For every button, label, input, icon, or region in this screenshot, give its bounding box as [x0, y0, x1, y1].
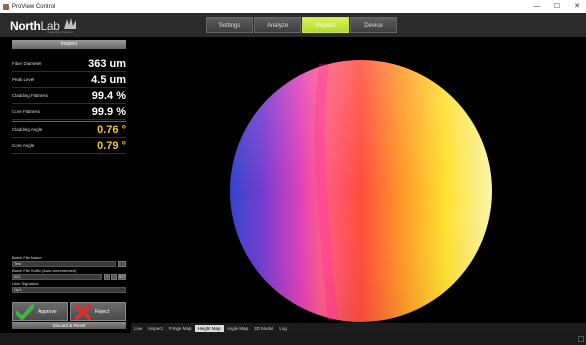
- status-indicator: [578, 336, 584, 342]
- measurement-core-flatness: Core Flatness 99.9 %: [12, 104, 126, 120]
- check-icon: [16, 303, 34, 320]
- view-tab-live[interactable]: Live: [134, 325, 143, 331]
- tab-inspect[interactable]: Inspect: [302, 17, 349, 33]
- x-icon: [75, 303, 91, 320]
- brand-subtitle: Inspection Systems: [47, 30, 74, 34]
- measurement-label: Core Flatness: [12, 109, 41, 114]
- close-button[interactable]: ✕: [574, 3, 580, 10]
- suffix-increment-button[interactable]: +: [104, 274, 110, 280]
- app-icon: [3, 3, 9, 10]
- view-tab-log[interactable]: Log: [279, 325, 287, 331]
- batch-file-name-input[interactable]: Test: [12, 261, 116, 267]
- batch-file-name-label: Batch File Name: [12, 255, 42, 260]
- view-tab-angle-map[interactable]: Angle Map: [226, 325, 249, 331]
- measurement-label: Cladding Flatness: [12, 93, 49, 98]
- tab-device[interactable]: Device: [350, 17, 397, 33]
- batch-suffix-input[interactable]: 001: [12, 274, 102, 280]
- suffix-decrement-button[interactable]: -: [111, 274, 117, 280]
- tab-analyze[interactable]: Analyze: [254, 17, 301, 33]
- brand-name-light: Lab: [40, 19, 60, 33]
- batch-suffix-label: Batch File Suffix (Auto-Incremented): [12, 268, 77, 273]
- measurement-core-angle: Core Angle 0.79 °: [12, 138, 126, 154]
- measurement-value: 0.79 °: [97, 139, 126, 152]
- measurement-label: Core Angle: [12, 143, 35, 148]
- fiber-height-map: [230, 60, 492, 322]
- minimize-button[interactable]: —: [533, 3, 541, 10]
- view-tab-inspect[interactable]: Inspect: [148, 325, 163, 331]
- suffix-set-button[interactable]: SET: [118, 274, 126, 280]
- status-bar: [0, 333, 586, 345]
- user-signature-label: User Signature: [12, 281, 39, 286]
- measurement-value: 99.9 %: [91, 105, 126, 118]
- reject-label: Reject: [95, 308, 110, 315]
- brand-logo: North Lab Inspection Systems: [10, 17, 77, 34]
- reject-button[interactable]: Reject: [70, 302, 126, 321]
- maximize-button[interactable]: ☐: [553, 3, 561, 10]
- measurement-value: 0.76 °: [97, 123, 126, 136]
- approve-label: Approve: [38, 308, 57, 315]
- divider: [12, 121, 126, 122]
- measurement-value: 4.5 um: [91, 73, 126, 86]
- view-tab-fringe-map[interactable]: Fringe Map: [168, 325, 192, 331]
- batch-file-browse-button[interactable]: [118, 261, 126, 267]
- measurement-peak-level: Peak Level 4.5 um: [12, 72, 126, 88]
- approve-button[interactable]: Approve: [12, 302, 68, 321]
- panel-header: Inspect: [12, 40, 126, 49]
- window-title: ProView Control: [12, 3, 56, 10]
- measurement-cladding-flatness: Cladding Flatness 99.4 %: [12, 88, 126, 104]
- measurement-label: Fiber Diameter: [12, 61, 42, 66]
- measurement-label: Peak Level: [12, 77, 35, 82]
- discard-reset-button[interactable]: Discard & Reset: [12, 322, 126, 329]
- measurement-label: Cladding Angle: [12, 127, 43, 132]
- user-signature-input[interactable]: Op1: [12, 287, 126, 293]
- measurement-value: 363 um: [88, 57, 126, 70]
- brand-mark-icon: [63, 18, 76, 29]
- main-tabs: Settings Analyze Inspect Device: [206, 17, 398, 33]
- tab-settings[interactable]: Settings: [206, 17, 253, 33]
- image-viewport[interactable]: [131, 37, 586, 323]
- left-panel: Inspect Fiber Diameter 363 um Peak Level…: [0, 37, 131, 333]
- brand-name-bold: North: [10, 19, 41, 33]
- view-tab-3d-model[interactable]: 3D Model: [254, 325, 274, 331]
- measurement-cladding-angle: Cladding Angle 0.76 °: [12, 122, 126, 138]
- view-tab-height-map[interactable]: Height Map: [194, 324, 224, 332]
- measurement-fiber-diameter: Fiber Diameter 363 um: [12, 56, 126, 72]
- measurement-value: 99.4 %: [91, 89, 126, 102]
- title-bar: ProView Control — ☐ ✕: [0, 0, 586, 13]
- view-tabs: Live Inspect Fringe Map Height Map Angle…: [131, 323, 586, 333]
